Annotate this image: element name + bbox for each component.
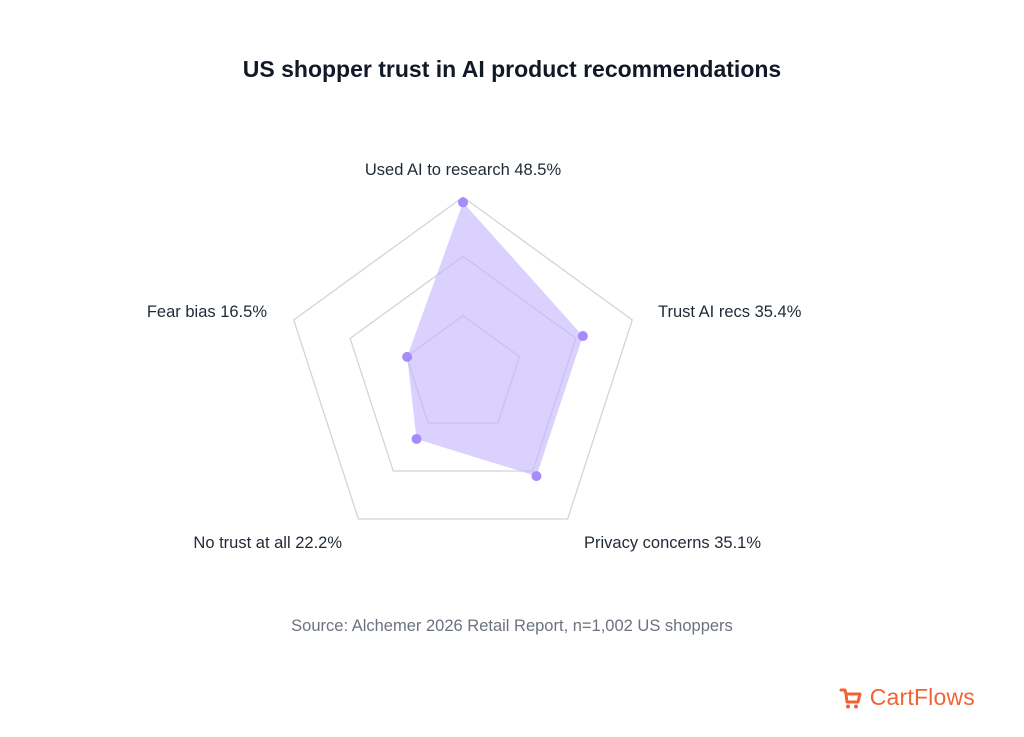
- axis-label-2: Trust AI recs 35.4%: [658, 303, 802, 321]
- brand-logo: CartFlows: [838, 684, 975, 711]
- grid-ring-3: [292, 196, 634, 520]
- data-point-5: [402, 351, 413, 362]
- radar-area-group: [407, 202, 583, 477]
- data-point-3: [531, 471, 542, 482]
- axis-label-5: Fear bias 16.5%: [147, 303, 267, 321]
- axis-labels: Used AI to research 48.5% Trust AI recs 3…: [147, 161, 802, 552]
- source-note: Source: Alchemer 2026 Retail Report, n=1…: [291, 617, 733, 635]
- data-point-2: [577, 331, 588, 342]
- radar-points: [402, 197, 588, 482]
- axis-label-3: Privacy concerns 35.1%: [584, 534, 761, 552]
- chart-title: US shopper trust in AI product recommend…: [242, 56, 782, 82]
- axis-label-1: Used AI to research 48.5%: [365, 161, 562, 179]
- data-point-4: [411, 433, 422, 444]
- data-point-1: [458, 197, 468, 208]
- cartflows-logo-icon: [839, 688, 862, 708]
- radar-area: [407, 202, 583, 477]
- axis-label-4: No trust at all 22.2%: [193, 534, 342, 552]
- brand-name: CartFlows: [869, 684, 975, 710]
